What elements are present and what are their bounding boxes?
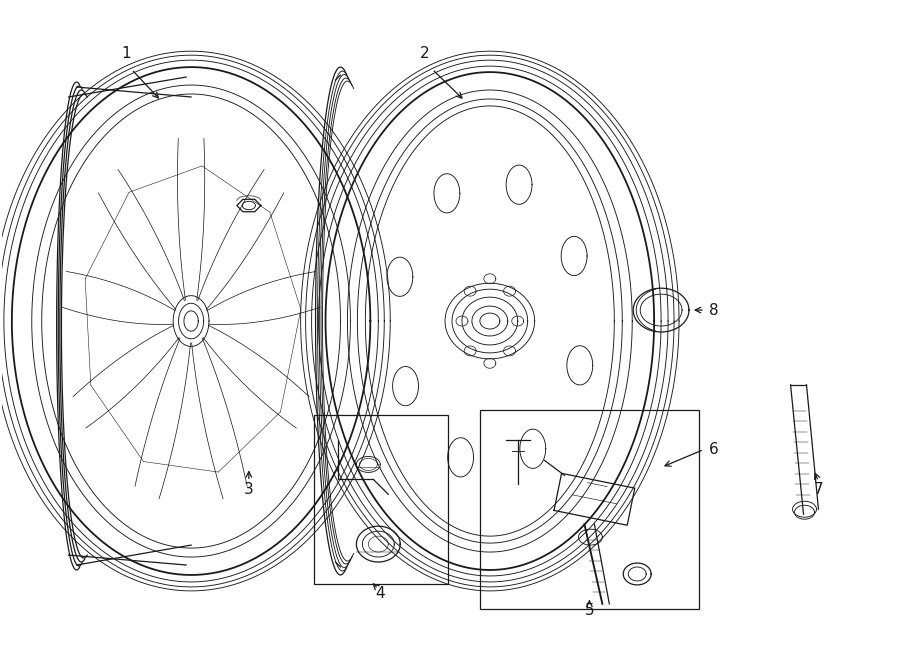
Text: 3: 3 [244,482,254,497]
Text: 4: 4 [375,586,385,602]
Bar [313,414,448,584]
Text: 1: 1 [122,46,131,61]
Text: 2: 2 [420,46,430,61]
Text: 6: 6 [709,442,719,457]
Text: 5: 5 [585,603,594,618]
Text: 7: 7 [814,482,824,497]
Text: 8: 8 [709,303,718,317]
Bar [480,410,699,609]
